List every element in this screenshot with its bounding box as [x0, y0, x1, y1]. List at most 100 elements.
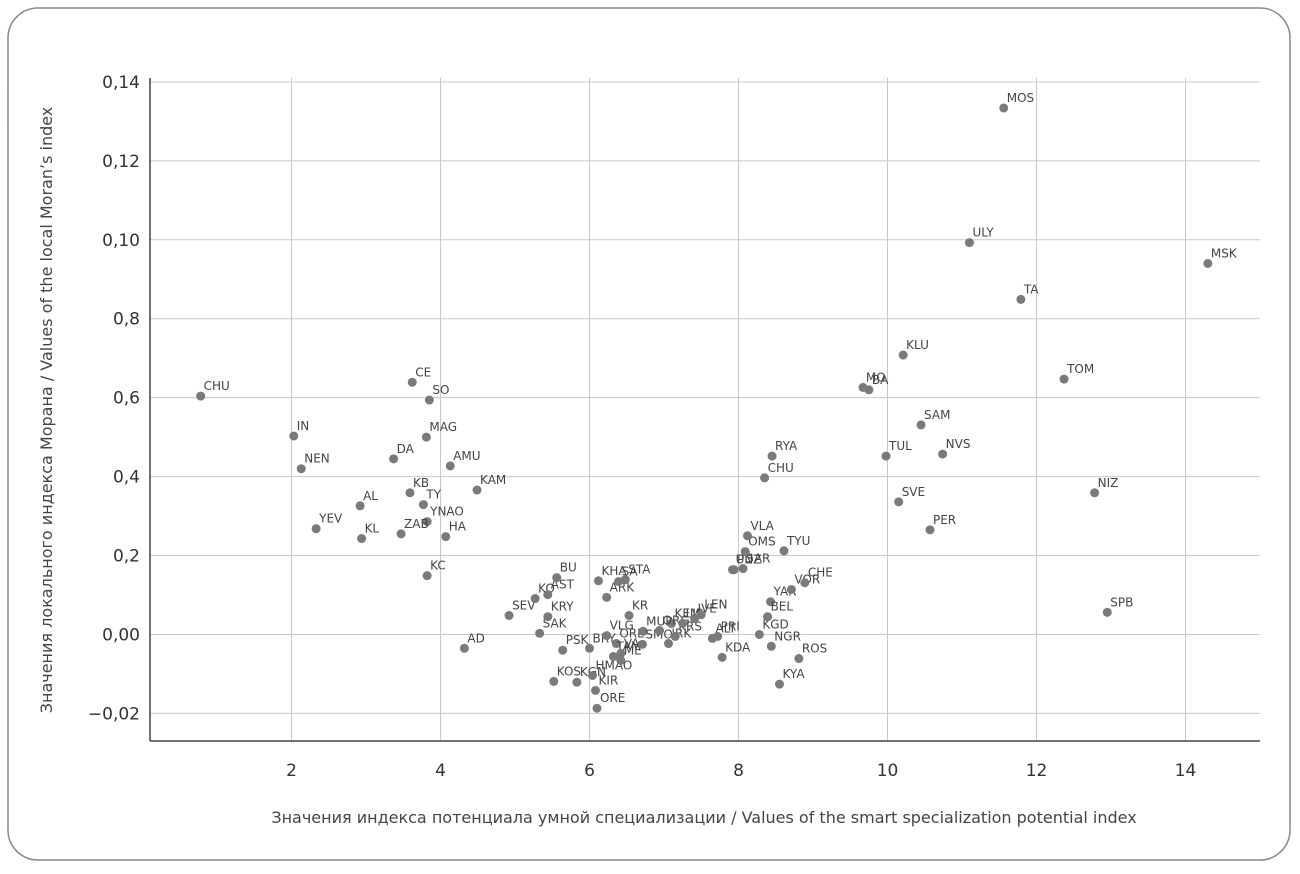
point	[742, 531, 752, 541]
point-label: CE	[415, 365, 431, 379]
point-label: STA	[628, 563, 651, 577]
point-label: ULY	[972, 226, 994, 240]
x-tick-label: 14	[1175, 761, 1197, 781]
point-label: KC	[430, 559, 446, 573]
point-label: KHA	[601, 564, 627, 578]
point-label: PRI	[721, 619, 740, 633]
y-tick-label: 0,4	[113, 468, 140, 488]
x-axis-title: Значения индекса потенциала умной специа…	[271, 808, 1136, 827]
point-label: KLU	[906, 338, 929, 352]
point	[663, 639, 673, 649]
point-label: KL	[365, 522, 380, 536]
point	[296, 464, 306, 474]
x-tick-label: 8	[733, 761, 744, 781]
point	[898, 350, 908, 360]
y-tick-label: 0,6	[113, 389, 140, 409]
point-label: VA	[624, 636, 640, 650]
point	[864, 385, 874, 395]
point-label: AL	[363, 489, 378, 503]
point	[504, 611, 514, 621]
point	[424, 395, 434, 405]
point-label: SAM	[924, 408, 950, 422]
point	[602, 631, 612, 641]
point	[999, 103, 1009, 113]
point-label: SEV	[512, 599, 536, 613]
point-label: TYU	[786, 534, 810, 548]
point	[422, 571, 432, 581]
point	[389, 454, 399, 464]
point	[593, 576, 603, 586]
point	[881, 451, 891, 461]
point	[894, 497, 904, 507]
point	[590, 685, 600, 695]
point	[763, 612, 773, 622]
point	[422, 517, 432, 527]
point	[588, 670, 598, 680]
point	[620, 575, 630, 585]
point-label: HA	[449, 520, 467, 534]
point	[445, 461, 455, 471]
point-label: TA	[1023, 282, 1039, 296]
point	[585, 643, 595, 653]
x-tick-label: 4	[435, 761, 446, 781]
point	[1203, 258, 1213, 268]
point-label: OMS	[748, 535, 775, 549]
point-label: ME	[624, 643, 642, 657]
point-label: ALT	[715, 621, 736, 635]
point-label: UD	[736, 553, 754, 567]
y-tick-label: 0,14	[102, 73, 140, 93]
point	[530, 594, 540, 604]
point	[690, 614, 700, 624]
point	[717, 652, 727, 662]
point	[925, 525, 935, 535]
point	[552, 573, 562, 583]
point-label: SPB	[1110, 595, 1133, 609]
point-label: KDA	[725, 640, 751, 654]
point-label: VLA	[750, 519, 774, 533]
point	[1016, 294, 1026, 304]
point	[289, 431, 299, 441]
point	[786, 584, 796, 594]
point-label: SO	[432, 383, 449, 397]
point	[421, 432, 431, 442]
point	[916, 420, 926, 430]
y-tick-label: −0,02	[88, 704, 140, 724]
point-label: KIR	[598, 673, 618, 687]
grid: 2 4 6 8 10 12 14 0,14 0,12 0,10 0,8 0,6 0,4 0,2 0,00 −0…	[88, 73, 1260, 781]
point-label: MSK	[1211, 246, 1238, 260]
point-label: KB	[413, 476, 429, 490]
point-label: RYA	[775, 439, 798, 453]
point-label: NEN	[304, 452, 330, 466]
point	[611, 639, 621, 649]
point	[766, 641, 776, 651]
point-label: TY	[425, 488, 441, 502]
point	[800, 578, 810, 588]
point	[754, 629, 764, 639]
point-label: AD	[467, 631, 484, 645]
point	[655, 626, 665, 635]
y-tick-label: 0,2	[113, 547, 140, 567]
point-label: SVE	[902, 485, 925, 499]
point-label: CHU	[204, 379, 230, 393]
point-label: MOS	[1007, 91, 1034, 105]
point-label: DA	[397, 442, 415, 456]
point	[441, 532, 451, 542]
point	[405, 488, 415, 498]
point	[1102, 607, 1112, 617]
point	[311, 524, 321, 534]
point-label: YEV	[318, 512, 343, 526]
point-label: KAM	[480, 473, 506, 487]
point	[666, 618, 676, 628]
point	[766, 597, 776, 607]
point	[713, 631, 723, 641]
point-label: YNAO	[429, 505, 464, 519]
point-label: ORE	[600, 691, 625, 705]
x-tick-label: 2	[286, 761, 297, 781]
point-label: PSK	[566, 633, 590, 647]
point	[543, 590, 553, 600]
point-label: LEN	[704, 598, 727, 612]
point	[355, 501, 365, 511]
point	[616, 648, 626, 658]
